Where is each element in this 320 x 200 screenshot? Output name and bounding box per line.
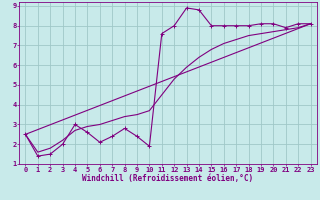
- X-axis label: Windchill (Refroidissement éolien,°C): Windchill (Refroidissement éolien,°C): [83, 174, 253, 183]
